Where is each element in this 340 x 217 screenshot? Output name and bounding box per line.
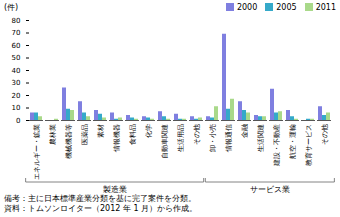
svg-text:製造業: 製造業	[103, 185, 127, 194]
html-text:資料：トムソンロイター（2012 年 1 月）から作成。: 資料：トムソンロイター（2012 年 1 月）から作成。	[4, 204, 198, 213]
svg-text:60: 60	[12, 42, 21, 50]
html-text:備考：主に日本標準産業分類を基に完了案件を分類。: 備考：主に日本標準産業分類を基に完了案件を分類。	[4, 194, 196, 203]
svg-text:30: 30	[12, 79, 21, 87]
svg-text:20: 20	[12, 92, 21, 100]
svg-text:50: 50	[12, 54, 21, 62]
svg-text:金融: 金融	[241, 124, 249, 138]
html-text:2005: 2005	[276, 2, 297, 12]
svg-text:その他: その他	[193, 124, 201, 145]
svg-text:10: 10	[12, 104, 21, 112]
svg-text:80: 80	[12, 17, 21, 25]
svg-text:建設・不動産: 建設・不動産	[273, 124, 281, 167]
svg-text:自動車関連: 自動車関連	[161, 124, 169, 159]
html-text:2000: 2000	[236, 2, 258, 12]
svg-text:化学: 化学	[145, 124, 153, 138]
svg-text:40: 40	[12, 67, 21, 75]
svg-text:エネルギー・鉱業: エネルギー・鉱業	[33, 124, 41, 180]
svg-text:食料品: 食料品	[129, 124, 137, 145]
svg-text:情報機器: 情報機器	[113, 124, 121, 153]
svg-text:生活用品: 生活用品	[177, 124, 185, 152]
svg-text:生活関連: 生活関連	[257, 124, 265, 152]
svg-text:情報通信: 情報通信	[225, 124, 233, 153]
html-text:2011: 2011	[315, 2, 336, 12]
html-text:(件): (件)	[4, 2, 19, 12]
svg-text:卸・小売: 卸・小売	[209, 124, 217, 152]
svg-text:航空・運輸: 航空・運輸	[289, 124, 297, 159]
svg-text:教育サービス: 教育サービス	[304, 124, 313, 166]
svg-text:機械機器等: 機械機器等	[65, 124, 73, 159]
svg-text:70: 70	[12, 29, 21, 37]
svg-text:サービス業: サービス業	[250, 185, 290, 194]
svg-text:0: 0	[16, 117, 20, 125]
svg-text:農林業: 農林業	[49, 124, 57, 145]
svg-text:医薬品: 医薬品	[81, 124, 89, 145]
svg-text:その他: その他	[321, 124, 329, 145]
svg-text:素材: 素材	[97, 124, 105, 138]
